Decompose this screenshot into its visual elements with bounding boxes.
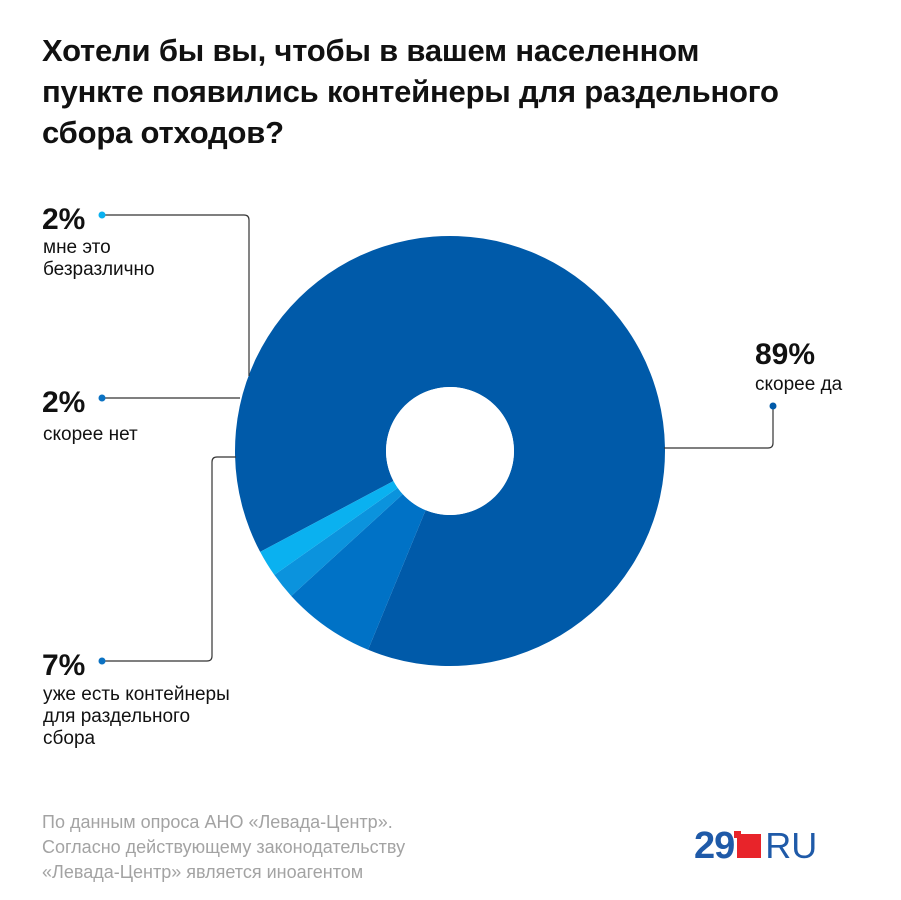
- slice-have-containers: [291, 494, 426, 650]
- data-label-indifferent-pct: 2%: [42, 203, 85, 236]
- marker-dot-have-containers: [98, 657, 106, 665]
- marker-dot-rather-no: [98, 394, 106, 402]
- data-label-have-containers-line: уже есть контейнеры: [43, 684, 230, 705]
- title-line: сбора отходов?: [42, 115, 284, 150]
- source-line: По данным опроса АНО «Левада-Центр».: [42, 812, 393, 832]
- source-line: Согласно действующему законодательству: [42, 837, 406, 857]
- data-label-indifferent-line: мне это: [43, 237, 111, 258]
- data-label-rather-no-pct: 2%: [42, 386, 85, 419]
- source-line: «Левада-Центр» является иноагентом: [42, 862, 364, 882]
- logo-red-square: [734, 831, 762, 858]
- title-line: Хотели бы вы, чтобы в вашем населенном: [42, 33, 700, 68]
- leader-line-have-containers: [102, 456, 236, 662]
- slice-indifferent: [260, 481, 398, 575]
- data-label-have-containers-line: сбора: [43, 728, 96, 749]
- 29ru-logo: 29 RU: [694, 824, 818, 867]
- leader-lines: [102, 214, 774, 662]
- source-note: По данным опроса АНО «Левада-Центр». Сог…: [42, 810, 562, 885]
- logo-suffix: RU: [765, 825, 818, 866]
- data-label-rather-yes-pct: 89%: [755, 338, 815, 371]
- logo-number: 29: [694, 824, 735, 867]
- donut-slices: [235, 235, 666, 667]
- data-label-rather-no-line: скорее нет: [43, 424, 138, 445]
- marker-dot-indifferent: [98, 211, 106, 219]
- data-label-indifferent-line: безразлично: [43, 259, 155, 280]
- leader-line-indifferent: [102, 214, 250, 376]
- slice-rather-yes: [235, 235, 666, 667]
- data-label-rather-yes-line: скорее да: [755, 374, 843, 395]
- donut-hole: [386, 387, 514, 515]
- data-label-have-containers-pct: 7%: [42, 649, 85, 682]
- data-label-have-containers-line: для раздельного: [43, 706, 190, 727]
- chart-title: Хотели бы вы, чтобы в вашем населенном п…: [42, 30, 862, 153]
- leader-line-rather-yes: [664, 406, 774, 449]
- slice-rather-no: [274, 487, 403, 596]
- title-line: пункте появились контейнеры для раздельн…: [42, 74, 779, 109]
- marker-dot-rather-yes: [769, 402, 777, 410]
